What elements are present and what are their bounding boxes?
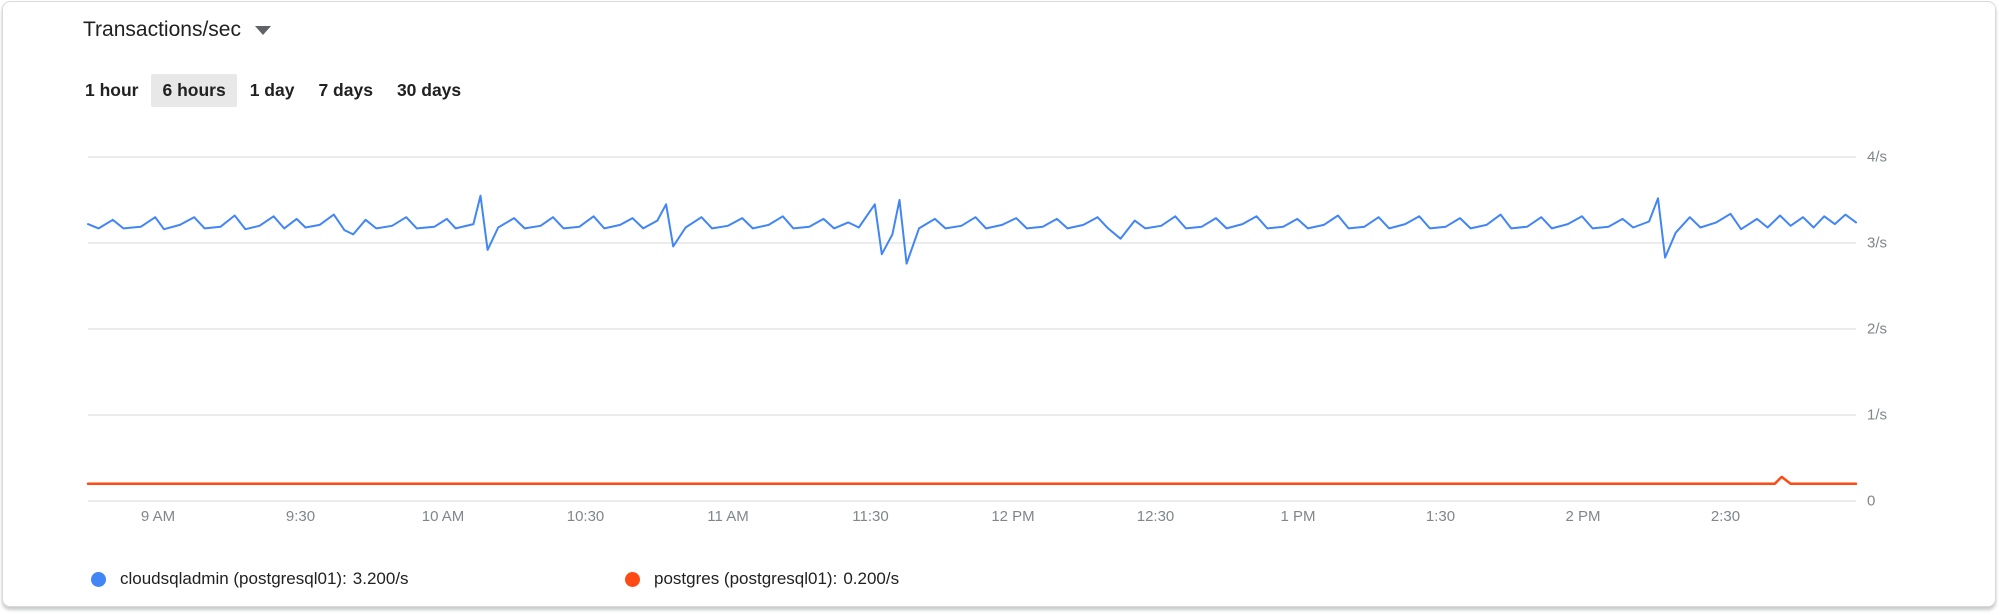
y-axis-tick-label: 1/s (1867, 406, 1888, 424)
x-axis-tick-label: 9 AM (140, 508, 176, 525)
x-axis-tick-label: 11:30 (852, 508, 889, 525)
legend-series-value: 3.200/s (352, 569, 409, 588)
tab-7-days[interactable]: 7 days (307, 74, 383, 107)
y-axis-tick-label: 4/s (1867, 148, 1888, 166)
metric-selector[interactable]: Transactions/sec (83, 18, 271, 42)
tab-1-hour[interactable]: 1 hour (74, 74, 149, 107)
x-axis-tick-label: 1:30 (1425, 508, 1456, 525)
legend-item-1: postgres (postgresql01): 0.200/s (625, 569, 899, 589)
x-axis-tick-label: 12 PM (991, 508, 1035, 525)
legend-series-name: cloudsqladmin (postgresql01): (120, 569, 347, 588)
x-axis-tick-label: 12:30 (1136, 508, 1175, 525)
series-line-0 (87, 194, 1857, 265)
legend-dot-icon (625, 571, 640, 587)
series-line-1 (86, 475, 1858, 486)
tab-1-day[interactable]: 1 day (239, 74, 306, 107)
x-axis-tick-label: 2:30 (1710, 508, 1741, 525)
legend-item-0: cloudsqladmin (postgresql01): 3.200/s (91, 569, 409, 589)
x-axis-tick-label: 1 PM (1280, 508, 1316, 525)
x-axis-tick-label: 9:30 (285, 508, 316, 525)
legend-dot-icon (91, 571, 106, 587)
chart-svg[interactable] (3, 2, 1997, 604)
chart-title: Transactions/sec (83, 18, 241, 41)
tab-30-days[interactable]: 30 days (386, 74, 472, 107)
chart-area[interactable]: 4/s 3/s 2/s 1/s 0 9 AM 9:30 10 AM 10:30 11 AM 11:3… (3, 2, 1997, 604)
legend-series-name: postgres (postgresql01): (654, 569, 838, 588)
tab-6-hours[interactable]: 6 hours (151, 74, 237, 107)
x-axis-tick-label: 10:30 (566, 508, 605, 525)
x-axis-tick-label: 11 AM (707, 508, 749, 525)
y-axis-tick-label: 0 (1867, 492, 1876, 510)
chart-legend: cloudsqladmin (postgresql01): 3.200/s post… (3, 569, 1995, 597)
legend-series-value: 0.200/s (843, 569, 900, 588)
x-axis-tick-label: 10 AM (421, 508, 465, 525)
chevron-down-icon (254, 25, 271, 35)
y-axis-tick-label: 3/s (1867, 234, 1888, 252)
x-axis-tick-label: 2 PM (1565, 508, 1601, 525)
time-range-tabs: 1 hour 6 hours 1 day 7 days 30 days (73, 74, 473, 107)
y-axis-tick-label: 2/s (1867, 320, 1888, 338)
